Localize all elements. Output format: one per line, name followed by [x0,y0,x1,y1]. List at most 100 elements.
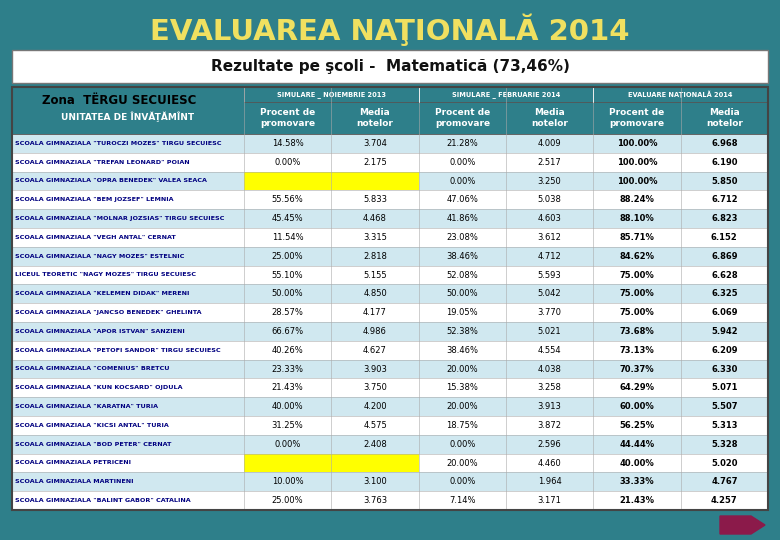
Bar [12,50,768,83]
Bar [12,491,768,510]
Text: 41.86%: 41.86% [446,214,478,223]
Bar [12,472,768,491]
Text: Zona  TËRGU SECUIESC: Zona TËRGU SECUIESC [42,93,197,106]
Text: 28.57%: 28.57% [271,308,303,317]
Text: 70.37%: 70.37% [619,364,654,374]
Text: 75.00%: 75.00% [619,289,654,298]
Text: 0.00%: 0.00% [449,440,476,449]
Text: 3.770: 3.770 [537,308,562,317]
Text: 4.575: 4.575 [363,421,387,430]
Text: 73.13%: 73.13% [619,346,654,355]
Bar [12,435,768,454]
Bar [12,134,768,153]
Text: EVALUARE NAŢIONALĂ 2014: EVALUARE NAŢIONALĂ 2014 [629,91,733,98]
Text: 84.62%: 84.62% [619,252,654,261]
Text: 20.00%: 20.00% [446,458,478,468]
Text: 6.152: 6.152 [711,233,738,242]
Text: Rezultate pe şcoli -  Matematică (73,46%): Rezultate pe şcoli - Matematică (73,46%) [211,59,569,74]
Bar [12,285,768,303]
Bar [332,172,419,191]
Bar [12,303,768,322]
Text: SCOALA GIMNAZIALA "KICSI ANTAL" TURIA: SCOALA GIMNAZIALA "KICSI ANTAL" TURIA [15,423,168,428]
Text: 21.43%: 21.43% [619,496,654,505]
Text: 6.190: 6.190 [711,158,738,167]
Text: 55.10%: 55.10% [272,271,303,280]
Text: 4.177: 4.177 [363,308,387,317]
Text: SCOALA GIMNAZIALA "BOD PETER" CERNAT: SCOALA GIMNAZIALA "BOD PETER" CERNAT [15,442,172,447]
Text: SCOALA GIMNAZIALA "PETOFI SANDOR" TIRGU SECUIESC: SCOALA GIMNAZIALA "PETOFI SANDOR" TIRGU … [15,348,221,353]
Text: 21.28%: 21.28% [446,139,478,148]
Text: 6.069: 6.069 [711,308,738,317]
Text: SCOALA GIMNAZIALA "TUROCZI MOZES" TIRGU SECUIESC: SCOALA GIMNAZIALA "TUROCZI MOZES" TIRGU … [15,141,222,146]
Text: 5.042: 5.042 [538,289,562,298]
Text: 23.33%: 23.33% [271,364,303,374]
Text: 88.24%: 88.24% [619,195,654,204]
Text: 3.903: 3.903 [363,364,387,374]
Text: 50.00%: 50.00% [446,289,478,298]
Text: 20.00%: 20.00% [446,364,478,374]
Text: LICEUL TEORETIC "NAGY MOZES" TIRGU SECUIESC: LICEUL TEORETIC "NAGY MOZES" TIRGU SECUI… [15,273,196,278]
Text: SCOALA GIMNAZIALA "COMENIUS" BRETCU: SCOALA GIMNAZIALA "COMENIUS" BRETCU [15,367,169,372]
Bar [12,454,768,472]
Text: 52.08%: 52.08% [446,271,478,280]
Text: 4.468: 4.468 [363,214,387,223]
Bar [12,228,768,247]
Text: SCOALA GIMNAZIALA "KARATNA" TURIA: SCOALA GIMNAZIALA "KARATNA" TURIA [15,404,158,409]
Text: 6.209: 6.209 [711,346,738,355]
Text: SCOALA GIMNAZIALA "JANCSO BENEDEK" GHELINTA: SCOALA GIMNAZIALA "JANCSO BENEDEK" GHELI… [15,310,201,315]
Text: 3.913: 3.913 [537,402,562,411]
Text: 5.021: 5.021 [538,327,562,336]
Text: 21.43%: 21.43% [271,383,303,392]
Bar [12,397,768,416]
Text: 85.71%: 85.71% [619,233,654,242]
Text: 6.712: 6.712 [711,195,738,204]
Text: 100.00%: 100.00% [617,158,658,167]
Text: SIMULARE _ FEBRUARIE 2014: SIMULARE _ FEBRUARIE 2014 [452,91,560,98]
Text: 100.00%: 100.00% [617,139,658,148]
Bar [12,172,768,191]
Text: 4.460: 4.460 [537,458,562,468]
Bar [12,416,768,435]
Text: 44.44%: 44.44% [619,440,654,449]
Bar [12,266,768,285]
Text: 33.33%: 33.33% [619,477,654,487]
Text: 0.00%: 0.00% [275,158,301,167]
Text: SCOALA GIMNAZIALA "KELEMEN DIDAK" MERENI: SCOALA GIMNAZIALA "KELEMEN DIDAK" MERENI [15,291,190,296]
Text: 3.750: 3.750 [363,383,387,392]
FancyArrow shape [720,516,765,534]
Bar [244,172,332,191]
Text: 40.26%: 40.26% [271,346,303,355]
Text: 2.175: 2.175 [363,158,387,167]
Text: SCOALA GIMNAZIALA "TREFAN LEONARD" POIAN: SCOALA GIMNAZIALA "TREFAN LEONARD" POIAN [15,160,190,165]
Text: SCOALA GIMNAZIALA "APOR ISTVAN" SANZIENI: SCOALA GIMNAZIALA "APOR ISTVAN" SANZIENI [15,329,185,334]
Text: 5.020: 5.020 [711,458,738,468]
Text: SCOALA GIMNAZIALA MARTINENI: SCOALA GIMNAZIALA MARTINENI [15,480,133,484]
Text: 0.00%: 0.00% [449,158,476,167]
Text: Media
notelor: Media notelor [356,109,393,127]
Text: 5.942: 5.942 [711,327,738,336]
Text: 5.038: 5.038 [537,195,562,204]
Text: 88.10%: 88.10% [619,214,654,223]
Text: 55.56%: 55.56% [271,195,303,204]
Text: 10.00%: 10.00% [272,477,303,487]
Bar [12,87,227,113]
Text: 64.29%: 64.29% [619,383,654,392]
Text: 3.315: 3.315 [363,233,387,242]
Bar [244,87,768,102]
Text: 14.58%: 14.58% [271,139,303,148]
Text: Media
notelor: Media notelor [706,109,743,127]
Text: EVALUAREA NAŢIONALĂ 2014: EVALUAREA NAŢIONALĂ 2014 [151,14,629,46]
Text: SCOALA GIMNAZIALA "BALINT GABOR" CATALINA: SCOALA GIMNAZIALA "BALINT GABOR" CATALIN… [15,498,190,503]
Text: 20.00%: 20.00% [446,402,478,411]
Bar [12,341,768,360]
Text: 6.869: 6.869 [711,252,738,261]
Text: 2.517: 2.517 [537,158,562,167]
Bar [12,379,768,397]
Text: 47.06%: 47.06% [446,195,478,204]
Text: 3.171: 3.171 [537,496,562,505]
Bar [12,247,768,266]
Text: SCOALA GIMNAZIALA "KUN KOCSARD" OJDULA: SCOALA GIMNAZIALA "KUN KOCSARD" OJDULA [15,386,183,390]
Text: 4.712: 4.712 [537,252,562,261]
Text: 4.986: 4.986 [363,327,387,336]
Text: 5.328: 5.328 [711,440,738,449]
